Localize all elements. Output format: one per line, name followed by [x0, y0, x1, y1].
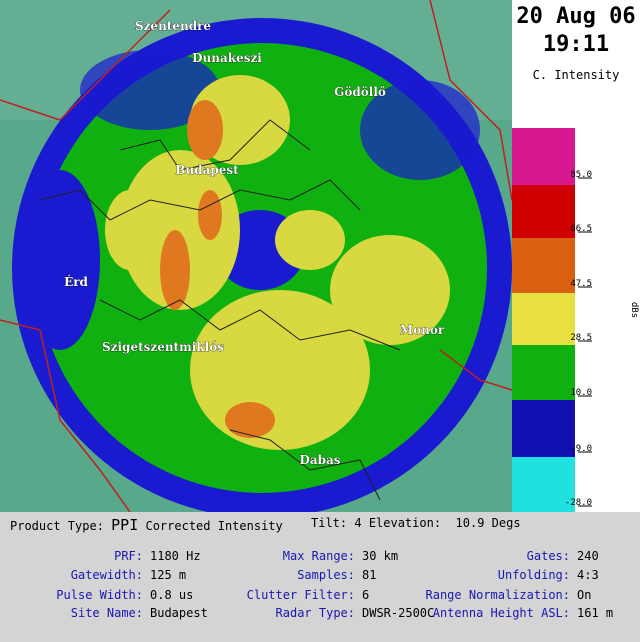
color-scale: dBs 85.0 66.5 47.5 28.5 10.0 -9.0 -28.0	[512, 128, 639, 512]
field-label: Pulse Width:	[56, 588, 143, 602]
place-label: Szentendre	[135, 19, 211, 33]
scale-label: -9.0	[570, 444, 592, 454]
tilt: Tilt: 4	[311, 516, 362, 530]
time: 19:11	[542, 32, 610, 57]
value: Corrected Intensity	[145, 519, 283, 533]
date: 20 Aug 06	[516, 4, 636, 29]
place-label: Szigetszentmiklós	[102, 340, 224, 354]
field-label: Gatewidth:	[70, 568, 143, 582]
label: Product Type:	[10, 519, 104, 533]
field-label: Antenna Height ASL:	[432, 606, 570, 620]
place-label: Érd	[64, 274, 88, 289]
scale-unit: dBs	[629, 302, 639, 318]
field-label: Clutter Filter:	[246, 588, 355, 602]
field-value: 240	[577, 549, 599, 563]
product: C. Intensity	[532, 68, 620, 82]
field-label: Range Normalization:	[425, 588, 571, 602]
field-label: Unfolding:	[497, 568, 570, 582]
field-label: Radar Type:	[275, 606, 355, 620]
scale-label: 47.5	[570, 279, 592, 289]
field-value: 4:3	[577, 568, 599, 582]
tilt-line: Tilt: 4 Elevation: 10.9 Degs	[311, 516, 521, 530]
place-label: Monor	[400, 323, 445, 337]
field-value: 81	[362, 568, 377, 582]
label: Elevation:	[368, 516, 442, 530]
product-line: Product Type: PPI Corrected Intensity	[10, 516, 283, 534]
field-label: Gates:	[526, 549, 570, 563]
scale-label: 28.5	[570, 333, 592, 343]
field-value: 161 m	[577, 606, 614, 620]
field-value: 1180 Hz	[150, 549, 201, 563]
field-value: DWSR-2500C	[362, 606, 435, 620]
field-label: Max Range:	[282, 549, 355, 563]
field-value: 30 km	[362, 549, 399, 563]
radar-image: Szentendre Dunakeszi Gödöllő Budapest Ér…	[0, 0, 512, 512]
place-label: Dunakeszi	[192, 51, 262, 65]
place-label: Dabas	[299, 453, 340, 467]
field-value: 6	[362, 588, 370, 602]
scale-label: 85.0	[570, 170, 592, 180]
place-label: Gödöllő	[334, 85, 386, 99]
value: PPI	[111, 516, 139, 534]
field-label: Samples:	[297, 568, 355, 582]
value: 10.9 Degs	[455, 516, 521, 530]
scale-label: -28.0	[565, 498, 592, 508]
field-value: 125 m	[150, 568, 187, 582]
field-label: PRF:	[114, 549, 143, 563]
field-label: Site Name:	[70, 606, 143, 620]
field-value: 0.8 us	[150, 588, 194, 602]
place-label: Budapest	[175, 163, 239, 177]
side-panel: 20 Aug 06 19:11 C. Intensity dBs 85.0 66.…	[512, 0, 640, 512]
field-value: Budapest	[150, 606, 208, 620]
scale-label: 66.5	[570, 224, 592, 234]
field-value: On	[577, 588, 592, 602]
scale-label: 10.0	[570, 388, 592, 398]
